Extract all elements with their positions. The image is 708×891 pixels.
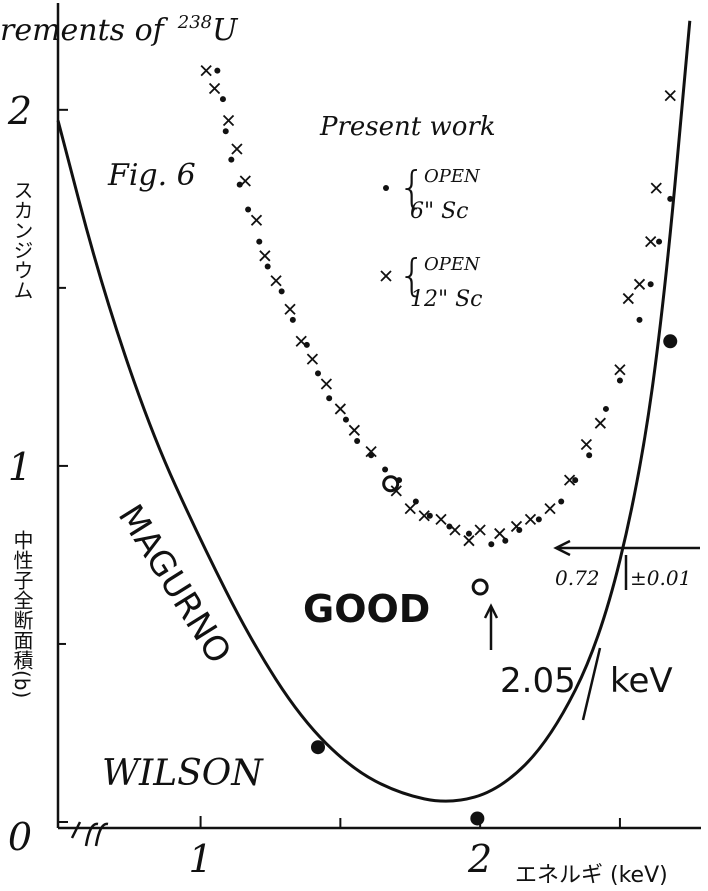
title-text: rements of <box>0 13 169 48</box>
data-point <box>586 452 592 458</box>
data-point <box>245 207 251 213</box>
data-point <box>220 96 226 102</box>
data-point <box>321 379 331 389</box>
title-superscript: 238 <box>177 12 212 33</box>
data-point <box>228 157 234 163</box>
data-point <box>405 504 415 514</box>
data-point <box>335 404 345 414</box>
data-point <box>648 281 654 287</box>
data-point <box>663 334 677 348</box>
x-tick-label: 1 <box>188 837 212 881</box>
y-tick-label: 0 <box>8 815 32 859</box>
data-point <box>307 354 317 364</box>
data-point <box>470 811 484 825</box>
legend-label: 6" Sc <box>410 199 469 224</box>
data-point <box>603 406 609 412</box>
data-point <box>436 514 446 524</box>
annotation: WILSON <box>102 753 264 794</box>
annotation: ±0.01 <box>630 566 691 590</box>
data-point <box>349 425 359 435</box>
data-point <box>475 525 485 535</box>
figure-label: Fig. 6 <box>107 158 196 193</box>
data-point <box>251 215 261 225</box>
data-point <box>651 183 661 193</box>
data-point <box>271 276 281 286</box>
annotation: keV <box>610 661 673 701</box>
axis-break <box>72 822 108 846</box>
annotation: GOOD <box>303 587 430 631</box>
data-point <box>656 239 662 245</box>
data-point <box>466 531 472 537</box>
data-point <box>296 336 306 346</box>
data-point <box>354 438 360 444</box>
data-point <box>502 538 508 544</box>
legend-label: 12" Sc <box>410 287 483 312</box>
data-point <box>326 395 332 401</box>
data-point <box>290 317 296 323</box>
data-point <box>224 116 234 126</box>
annotation: 2.05 <box>500 661 576 701</box>
data-point <box>634 279 644 289</box>
data-point <box>265 264 271 270</box>
legend-marker <box>383 185 389 191</box>
data-point <box>488 541 494 547</box>
data-point <box>384 477 398 491</box>
data-point <box>495 529 505 539</box>
data-point <box>636 317 642 323</box>
data-point <box>525 514 535 524</box>
data-point <box>311 740 325 754</box>
data-point <box>536 516 542 522</box>
data-point <box>665 91 675 101</box>
legend-label: OPEN <box>424 166 481 187</box>
data-point <box>343 417 349 423</box>
data-point <box>279 288 285 294</box>
y-tick-label: 2 <box>7 89 32 133</box>
data-point <box>595 418 605 428</box>
data-point <box>214 68 220 74</box>
x-tick-label: 2 <box>467 837 492 881</box>
chart: rements of 238U スカンジウム 中性子全断面積(b) エネルギ (k… <box>0 0 708 891</box>
separator <box>583 648 600 720</box>
data-point <box>256 239 262 245</box>
y-tick-label: 1 <box>8 445 32 489</box>
data-point <box>473 580 487 594</box>
legend-label: OPEN <box>424 254 481 275</box>
data-point <box>413 499 419 505</box>
x-axis-label: エネルギ (keV) <box>515 863 668 888</box>
annotation: MAGURNO <box>110 498 239 671</box>
data-point <box>201 66 211 76</box>
data-point <box>382 466 388 472</box>
data-point <box>285 304 295 314</box>
legend-marker <box>381 271 391 281</box>
data-point <box>572 477 578 483</box>
data-point <box>617 377 623 383</box>
annotation: 0.72 <box>555 566 600 590</box>
data-point <box>450 525 460 535</box>
data-point <box>646 237 656 247</box>
title-element: U <box>212 13 239 48</box>
data-point <box>232 144 242 154</box>
y-axis-label: 中性子全断面積(b) <box>10 530 34 699</box>
data-point <box>615 365 625 375</box>
data-point <box>623 294 633 304</box>
chart-title: rements of 238U <box>0 12 239 48</box>
data-point <box>223 128 229 134</box>
y-axis-label: スカンジウム <box>10 180 34 300</box>
data-point <box>545 504 555 514</box>
data-point <box>315 370 321 376</box>
data-point <box>581 440 591 450</box>
data-point <box>210 83 220 93</box>
data-point <box>260 251 270 261</box>
legend-title: Present work <box>319 112 496 142</box>
data-point <box>558 499 564 505</box>
data-point <box>240 176 250 186</box>
data-point <box>427 513 433 519</box>
page: {"chart_data": { "type": "scatter", "tit… <box>0 0 708 891</box>
data-point <box>464 536 474 546</box>
